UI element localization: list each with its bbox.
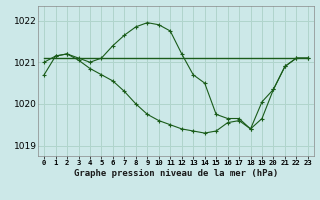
X-axis label: Graphe pression niveau de la mer (hPa): Graphe pression niveau de la mer (hPa) <box>74 169 278 178</box>
